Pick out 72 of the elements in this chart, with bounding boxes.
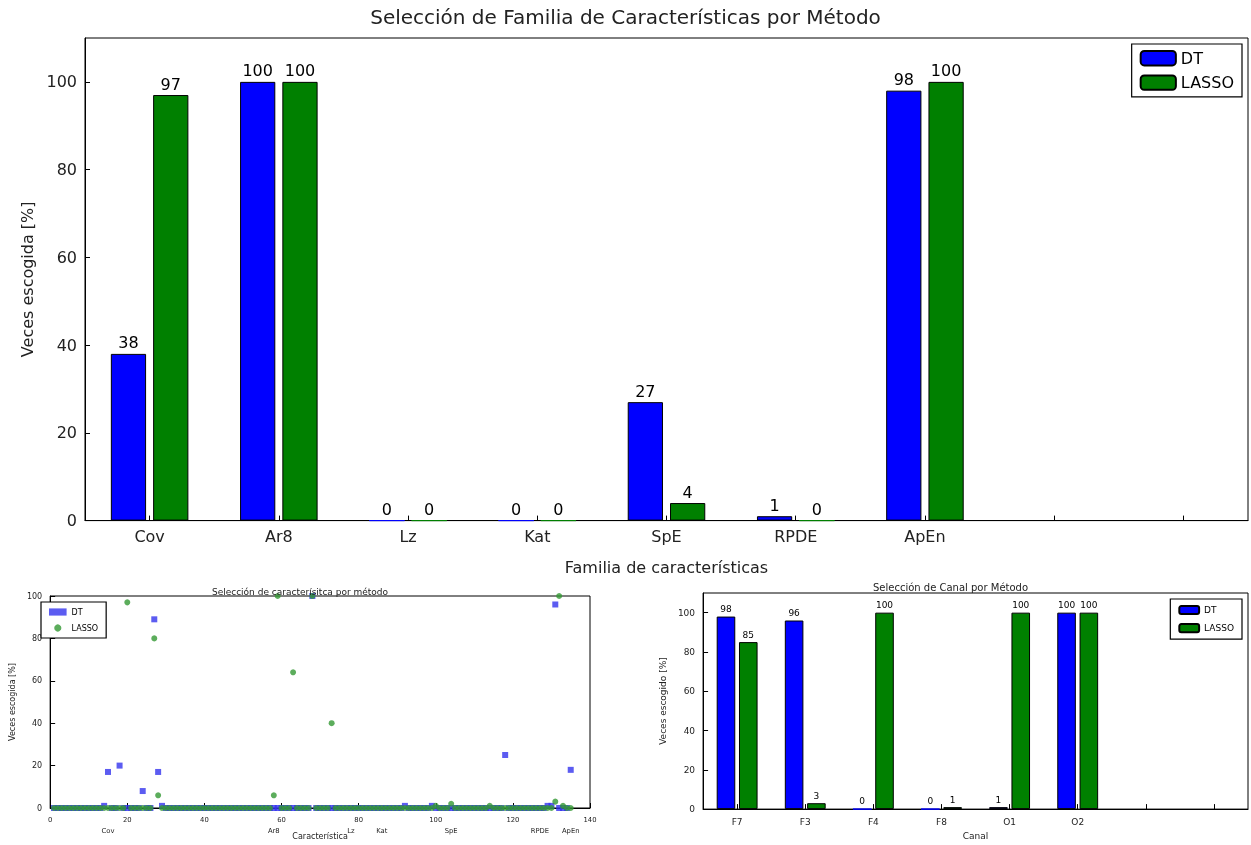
- legend-label: LASSO: [1180, 73, 1235, 93]
- y-tick-label: 20: [31, 761, 43, 771]
- y-tick-label: 60: [31, 676, 43, 686]
- chart-title: Selección de Canal por Método: [872, 581, 1029, 593]
- y-tick-label: 60: [683, 686, 696, 697]
- x-tick-label: O2: [1071, 816, 1085, 827]
- legend-label: LASSO: [1204, 623, 1234, 634]
- data-label: 100: [930, 61, 962, 81]
- data-label: 27: [635, 381, 656, 401]
- data-label: 96: [788, 608, 801, 618]
- legend-label: DT: [71, 607, 83, 617]
- chart-title: Selección de Familia de Características por Método: [370, 5, 881, 29]
- x-axis-title: Familia de características: [564, 557, 769, 577]
- x-tick-label: Cov: [134, 527, 165, 547]
- data-label: 1: [995, 794, 1002, 805]
- data-label: 100: [284, 61, 316, 81]
- y-tick-label: 0: [37, 803, 43, 813]
- y-tick-label: 40: [683, 725, 696, 736]
- data-label: 38: [118, 333, 139, 353]
- data-label: 4: [682, 482, 693, 502]
- y-tick-label: 80: [56, 160, 77, 180]
- chart-title: Selección de caracterísitca por método: [211, 586, 389, 597]
- y-tick-label: 100: [26, 591, 43, 601]
- y-tick-label: 100: [677, 607, 696, 618]
- data-label: 0: [553, 499, 564, 519]
- y-axis-title: Veces escogida [%]: [18, 201, 38, 358]
- y-tick-label: 0: [66, 511, 77, 531]
- x-tick-label: Lz: [399, 527, 417, 547]
- data-label: 3: [813, 790, 820, 801]
- y-axis-title: Veces escogida [%]: [7, 663, 17, 741]
- data-label: 100: [1080, 600, 1098, 611]
- data-label: 1: [769, 495, 780, 515]
- data-label: 100: [242, 61, 273, 81]
- x-tick-label: F7: [731, 816, 743, 827]
- x-tick-label: Kat: [524, 527, 551, 547]
- data-label: 0: [859, 796, 866, 807]
- x-tick-label: O1: [1003, 816, 1016, 827]
- x-tick-label: Ar8: [264, 527, 293, 547]
- x-tick-label: ApEn: [904, 527, 946, 547]
- legend-label: DT: [1204, 605, 1218, 616]
- y-tick-label: 100: [46, 72, 77, 92]
- x-tick-label: F4: [867, 816, 880, 827]
- data-label: 0: [511, 499, 522, 519]
- data-label: 0: [424, 499, 435, 519]
- y-tick-label: 60: [56, 247, 77, 267]
- y-tick-label: 80: [683, 646, 696, 657]
- y-tick-label: 0: [689, 804, 696, 815]
- y-tick-label: 40: [31, 718, 43, 728]
- data-label: 85: [742, 629, 755, 640]
- data-label: 0: [381, 499, 392, 519]
- x-tick-label: F3: [799, 816, 811, 827]
- data-label: 98: [893, 70, 914, 90]
- data-label: 100: [1012, 600, 1030, 611]
- y-tick-label: 20: [683, 764, 696, 775]
- y-tick-label: 20: [56, 423, 77, 443]
- y-axis-title: Veces escogido [%]: [657, 657, 668, 745]
- x-tick-label: RPDE: [774, 527, 818, 547]
- x-tick-label: F8: [936, 816, 948, 827]
- x-axis-title: Canal: [962, 830, 989, 841]
- legend-label: DT: [1180, 48, 1204, 68]
- legend-label: LASSO: [71, 623, 99, 633]
- x-tick-label: SpE: [651, 527, 682, 547]
- data-label: 1: [949, 794, 956, 805]
- data-label: 98: [720, 604, 732, 615]
- y-tick-label: 40: [56, 335, 77, 355]
- x-axis-title: Característica: [292, 831, 348, 841]
- data-label: 0: [811, 499, 822, 519]
- y-tick-label: 80: [31, 633, 43, 643]
- data-label: 97: [160, 74, 181, 94]
- data-label: 100: [875, 600, 894, 611]
- data-label: 0: [927, 796, 934, 807]
- data-label: 100: [1057, 600, 1076, 611]
